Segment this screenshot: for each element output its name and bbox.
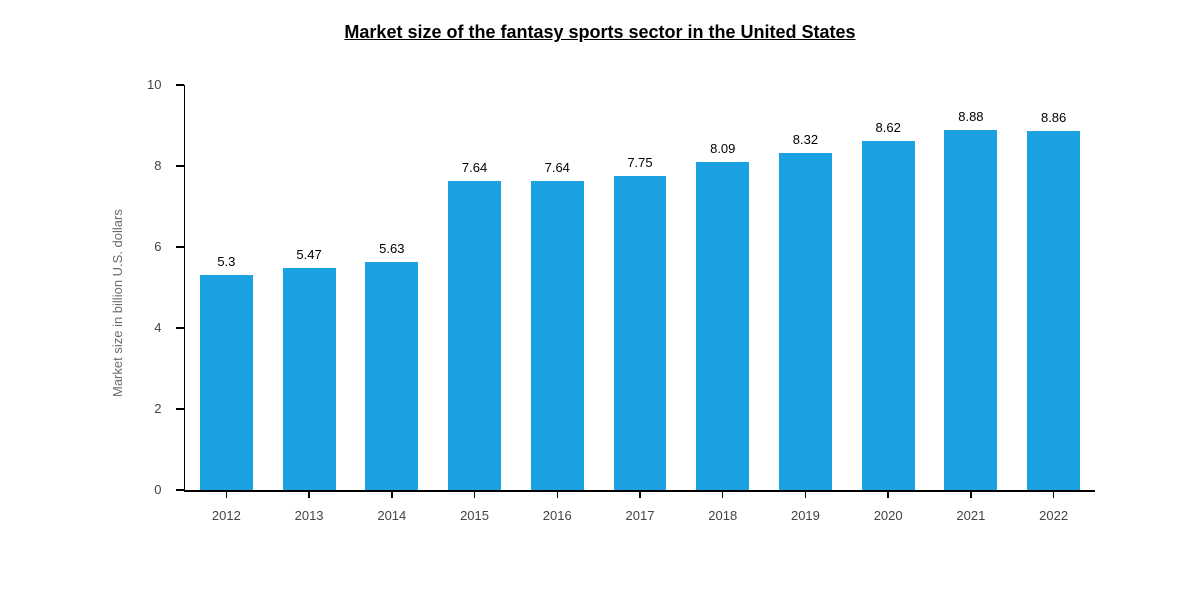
bar — [531, 181, 584, 490]
y-axis-line — [184, 85, 186, 492]
bar-value-label: 5.63 — [350, 241, 433, 256]
y-axis-label: Market size in billion U.S. dollars — [110, 209, 125, 397]
bar-value-label: 8.86 — [1012, 110, 1095, 125]
chart-title: Market size of the fantasy sports sector… — [0, 22, 1200, 43]
bar-value-label: 7.64 — [433, 160, 516, 175]
bar — [779, 153, 832, 490]
bar — [862, 141, 915, 490]
x-tick-mark — [805, 490, 807, 498]
y-tick-mark — [176, 165, 184, 167]
x-tick-label: 2012 — [185, 508, 268, 523]
x-tick-mark — [226, 490, 228, 498]
bar — [1027, 131, 1080, 490]
bar-value-label: 5.47 — [268, 247, 351, 262]
bar-value-label: 7.75 — [599, 155, 682, 170]
x-tick-mark — [1053, 490, 1055, 498]
bar-value-label: 5.3 — [185, 254, 268, 269]
y-tick-label: 8 — [122, 158, 162, 173]
y-tick-label: 10 — [122, 77, 162, 92]
x-tick-mark — [474, 490, 476, 498]
y-tick-mark — [176, 489, 184, 491]
bar — [200, 275, 253, 490]
x-tick-label: 2013 — [268, 508, 351, 523]
bar-value-label: 8.09 — [681, 141, 764, 156]
y-tick-mark — [176, 84, 184, 86]
x-tick-label: 2021 — [930, 508, 1013, 523]
chart-title-text: Market size of the fantasy sports sector… — [344, 22, 855, 42]
x-tick-label: 2022 — [1012, 508, 1095, 523]
y-tick-label: 0 — [122, 482, 162, 497]
x-tick-mark — [639, 490, 641, 498]
bar — [365, 262, 418, 490]
bar-value-label: 8.32 — [764, 132, 847, 147]
y-tick-label: 2 — [122, 401, 162, 416]
x-tick-mark — [557, 490, 559, 498]
x-tick-mark — [308, 490, 310, 498]
x-tick-mark — [970, 490, 972, 498]
x-tick-mark — [391, 490, 393, 498]
bar — [696, 162, 749, 490]
y-tick-label: 6 — [122, 239, 162, 254]
y-tick-mark — [176, 246, 184, 248]
x-tick-mark — [722, 490, 724, 498]
bar — [944, 130, 997, 490]
x-tick-mark — [887, 490, 889, 498]
y-tick-label: 4 — [122, 320, 162, 335]
bar — [614, 176, 667, 490]
y-tick-mark — [176, 408, 184, 410]
plot-area: 024681020125.320135.4720145.6320157.6420… — [185, 85, 1095, 490]
x-tick-label: 2016 — [516, 508, 599, 523]
bar — [283, 268, 336, 490]
bar — [448, 181, 501, 490]
bar-value-label: 8.62 — [847, 120, 930, 135]
x-tick-label: 2019 — [764, 508, 847, 523]
x-tick-label: 2014 — [350, 508, 433, 523]
x-tick-label: 2017 — [599, 508, 682, 523]
bar-value-label: 8.88 — [930, 109, 1013, 124]
chart-container: Market size of the fantasy sports sector… — [0, 0, 1200, 600]
x-tick-label: 2015 — [433, 508, 516, 523]
x-tick-label: 2020 — [847, 508, 930, 523]
bar-value-label: 7.64 — [516, 160, 599, 175]
y-tick-mark — [176, 327, 184, 329]
x-tick-label: 2018 — [681, 508, 764, 523]
